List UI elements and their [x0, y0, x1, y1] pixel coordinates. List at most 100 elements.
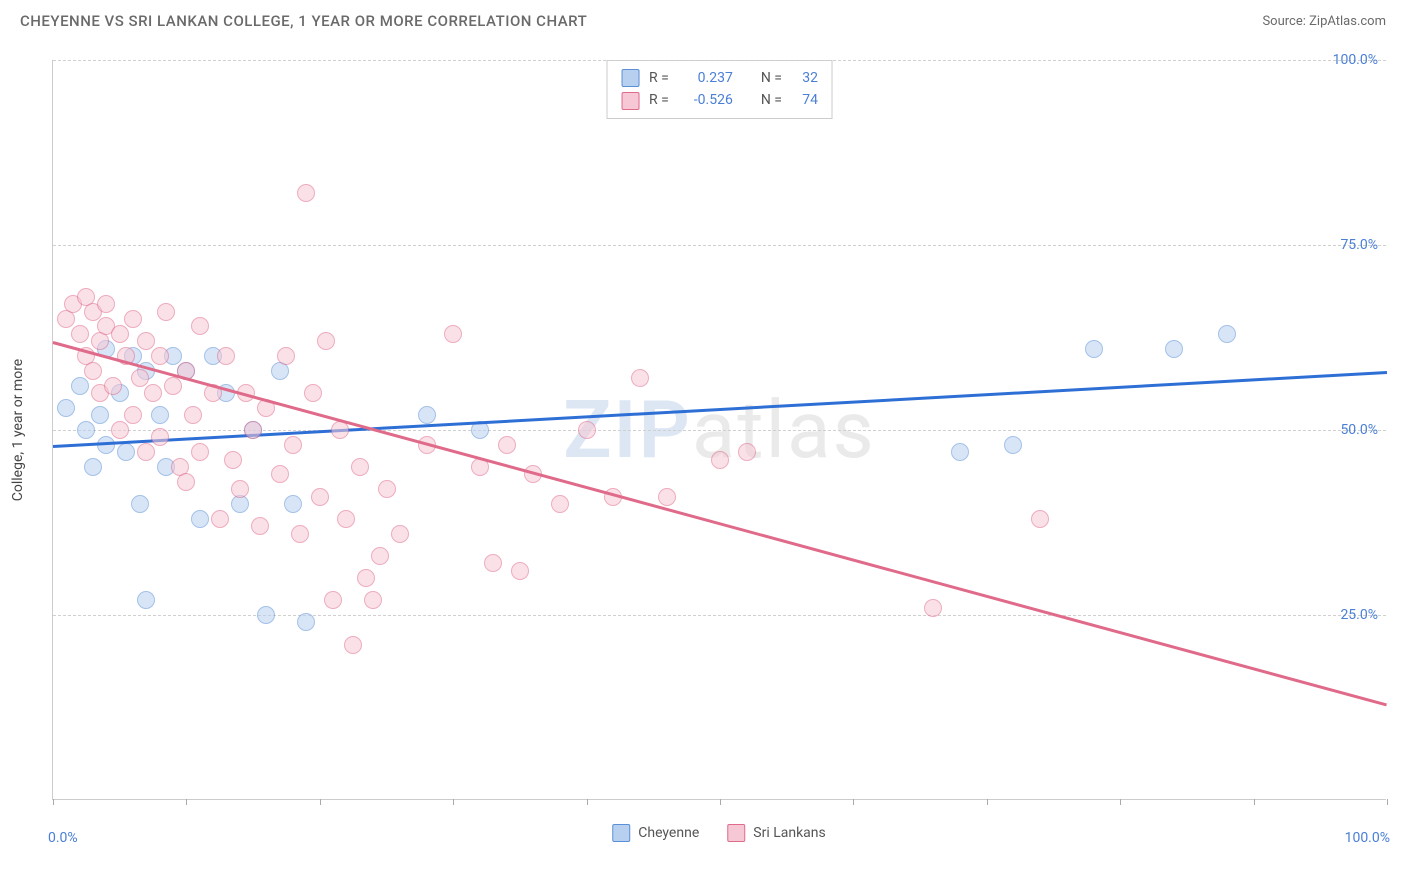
x-tick	[453, 799, 454, 805]
data-point	[284, 495, 302, 513]
data-point	[131, 369, 149, 387]
chart-header: CHEYENNE VS SRI LANKAN COLLEGE, 1 YEAR O…	[0, 0, 1406, 38]
data-point	[91, 406, 109, 424]
bottom-legend: Cheyenne Sri Lankans	[612, 824, 826, 842]
data-point	[157, 303, 175, 321]
data-point	[738, 443, 756, 461]
data-point	[498, 436, 516, 454]
y-tick-label: 75.0%	[1340, 237, 1378, 253]
data-point	[311, 488, 329, 506]
data-point	[291, 525, 309, 543]
data-point	[137, 332, 155, 350]
x-axis-end-label: 100.0%	[1345, 830, 1390, 846]
data-point	[371, 547, 389, 565]
data-point	[297, 184, 315, 202]
gridline	[53, 615, 1386, 616]
data-point	[191, 443, 209, 461]
plot-area: ZIPatlas R =0.237N =32R =-0.526N =74 25.…	[52, 60, 1386, 800]
source-attribution: Source: ZipAtlas.com	[1262, 14, 1386, 29]
chart-container: CHEYENNE VS SRI LANKAN COLLEGE, 1 YEAR O…	[0, 0, 1406, 892]
gridline	[53, 60, 1386, 61]
n-value: 74	[792, 89, 818, 111]
data-point	[1085, 340, 1103, 358]
data-point	[924, 599, 942, 617]
source-link[interactable]: ZipAtlas.com	[1309, 14, 1386, 29]
data-point	[191, 510, 209, 528]
data-point	[111, 325, 129, 343]
data-point	[97, 295, 115, 313]
data-point	[444, 325, 462, 343]
data-point	[144, 384, 162, 402]
data-point	[191, 317, 209, 335]
data-point	[151, 428, 169, 446]
data-point	[257, 606, 275, 624]
data-point	[1004, 436, 1022, 454]
data-point	[357, 569, 375, 587]
data-point	[951, 443, 969, 461]
data-point	[131, 495, 149, 513]
data-point	[304, 384, 322, 402]
data-point	[137, 443, 155, 461]
x-tick	[720, 799, 721, 805]
data-point	[551, 495, 569, 513]
stats-legend-box: R =0.237N =32R =-0.526N =74	[606, 60, 833, 119]
legend-label: Sri Lankans	[753, 825, 826, 841]
n-label: N =	[761, 67, 782, 89]
y-tick-label: 100.0%	[1333, 52, 1378, 68]
data-point	[71, 325, 89, 343]
data-point	[57, 399, 75, 417]
data-point	[324, 591, 342, 609]
data-point	[77, 421, 95, 439]
data-point	[578, 421, 596, 439]
data-point	[317, 332, 335, 350]
r-value: -0.526	[679, 89, 733, 111]
data-point	[331, 421, 349, 439]
data-point	[244, 421, 262, 439]
x-tick	[1387, 799, 1388, 805]
x-tick	[1254, 799, 1255, 805]
data-point	[284, 436, 302, 454]
data-point	[111, 421, 129, 439]
source-label: Source:	[1262, 14, 1305, 29]
data-point	[251, 517, 269, 535]
data-point	[211, 510, 229, 528]
data-point	[391, 525, 409, 543]
gridline	[53, 245, 1386, 246]
data-point	[271, 465, 289, 483]
x-axis-start-label: 0.0%	[48, 830, 78, 846]
data-point	[177, 473, 195, 491]
legend-swatch	[727, 824, 745, 842]
x-tick	[186, 799, 187, 805]
data-point	[84, 362, 102, 380]
chart-area: ZIPatlas R =0.237N =32R =-0.526N =74 25.…	[52, 60, 1386, 800]
x-tick	[987, 799, 988, 805]
data-point	[711, 451, 729, 469]
legend-label: Cheyenne	[638, 825, 699, 841]
data-point	[511, 562, 529, 580]
data-point	[124, 406, 142, 424]
data-point	[351, 458, 369, 476]
legend-swatch	[621, 69, 639, 87]
data-point	[1218, 325, 1236, 343]
data-point	[104, 377, 122, 395]
data-point	[117, 443, 135, 461]
data-point	[84, 458, 102, 476]
x-tick	[1120, 799, 1121, 805]
data-point	[231, 480, 249, 498]
data-point	[184, 406, 202, 424]
legend-swatch	[612, 824, 630, 842]
legend-swatch	[621, 92, 639, 110]
x-tick	[587, 799, 588, 805]
r-value: 0.237	[679, 67, 733, 89]
y-axis-label: College, 1 year or more	[10, 359, 26, 501]
stats-row: R =-0.526N =74	[621, 89, 818, 111]
data-point	[124, 310, 142, 328]
y-tick-label: 25.0%	[1340, 607, 1378, 623]
data-point	[164, 377, 182, 395]
data-point	[217, 347, 235, 365]
data-point	[658, 488, 676, 506]
data-point	[71, 377, 89, 395]
legend-item: Sri Lankans	[727, 824, 826, 842]
x-tick	[320, 799, 321, 805]
r-label: R =	[649, 67, 669, 89]
